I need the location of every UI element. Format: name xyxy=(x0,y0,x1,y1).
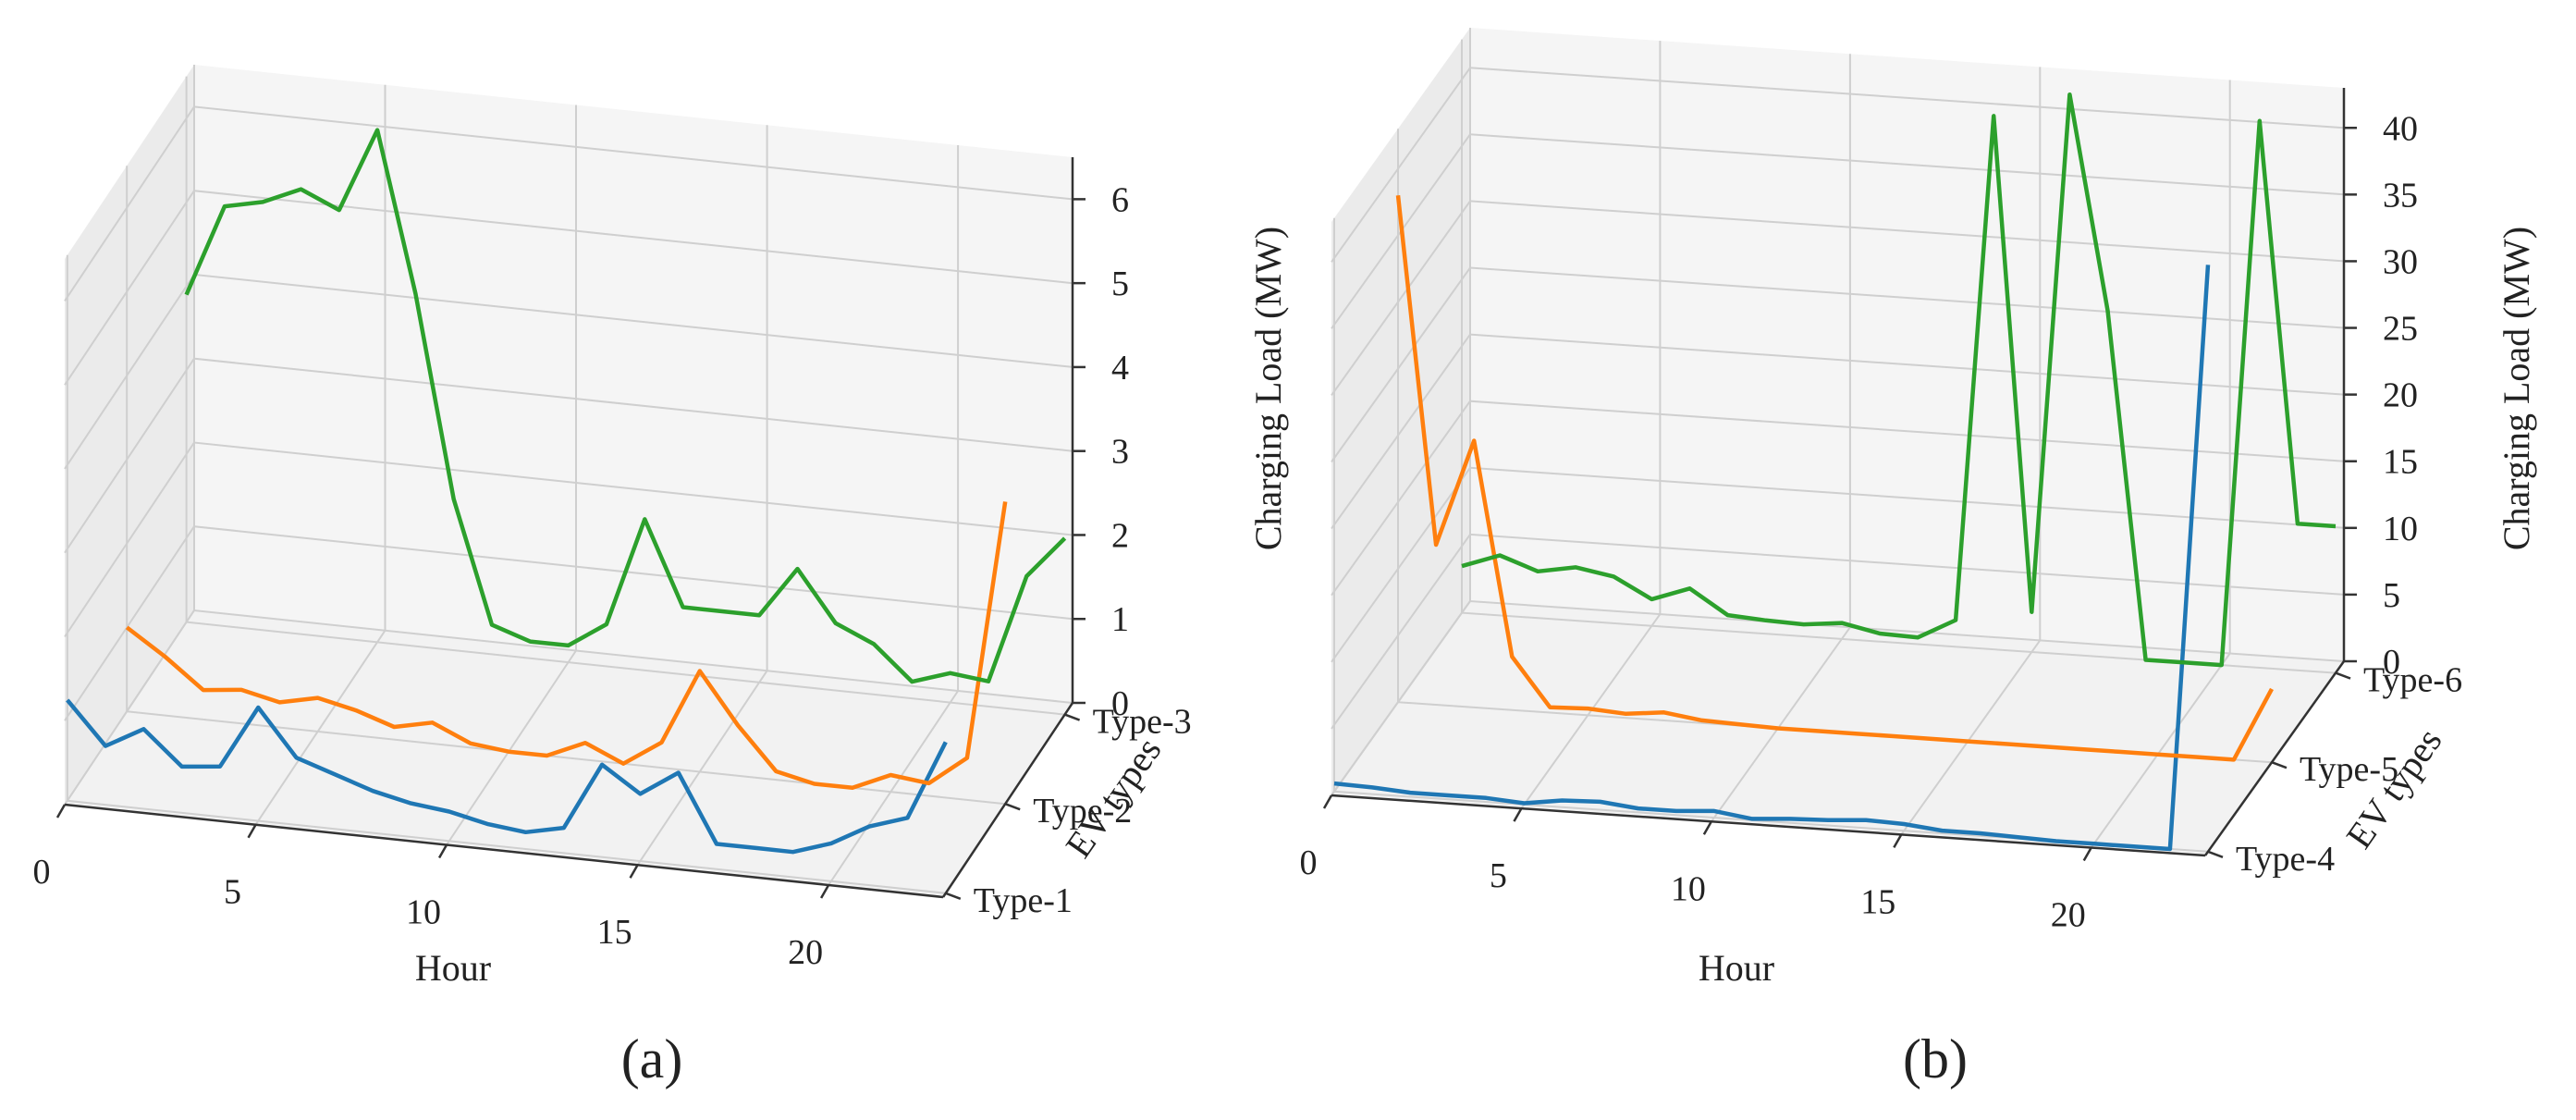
x-tick-label: 5 xyxy=(224,873,241,912)
y-tick xyxy=(2335,671,2351,680)
panel-label: (a) xyxy=(621,1028,683,1089)
x-tick xyxy=(1322,794,1333,809)
series-line-type-1 xyxy=(66,698,948,855)
grid-line-z xyxy=(64,105,1073,302)
y-tick-label: Type-6 xyxy=(2363,661,2462,700)
x-tick-label: 15 xyxy=(597,913,632,952)
panes xyxy=(1331,28,2344,855)
z-tick-label: 4 xyxy=(1111,349,1129,388)
z-tick-label: 25 xyxy=(2383,310,2418,349)
x-tick xyxy=(247,824,257,839)
y-tick xyxy=(2207,850,2224,858)
grid-line-y xyxy=(126,166,1006,806)
grid-line-y xyxy=(66,254,946,894)
floor-pane xyxy=(1331,601,2344,855)
series-line-type-5 xyxy=(1395,195,2274,762)
z-tick-label: 35 xyxy=(2383,176,2418,215)
grid-line-z xyxy=(64,609,1073,806)
y-tick xyxy=(945,892,962,900)
grid-line-y xyxy=(185,76,1065,716)
x-tick xyxy=(1513,807,1523,822)
x-tick xyxy=(55,804,67,818)
left-pane xyxy=(65,65,194,805)
grid-line-z xyxy=(1331,400,2345,597)
grid-line-z xyxy=(1331,333,2345,530)
series-line-type-4 xyxy=(1333,265,2211,852)
grid-line-z xyxy=(1331,533,2345,730)
z-axis-title: Charging Load (MW) xyxy=(1247,227,1289,550)
x-axis-title: Hour xyxy=(415,947,491,989)
x-axis-line xyxy=(1331,794,2206,857)
z-tick-label: 5 xyxy=(2383,576,2400,615)
z-tick-label: 0 xyxy=(2383,643,2400,682)
z-tick-label: 30 xyxy=(2383,242,2418,281)
grid-line-y xyxy=(1333,217,2209,853)
series-line-type-6 xyxy=(1461,92,2337,668)
y-tick-label: Type-4 xyxy=(2236,840,2335,879)
z-tick-label: 6 xyxy=(1111,180,1129,219)
panel-b: 0 5 10 15 20 0 5 10 15 20 25 30 35 40 Type-4 Type-5 Type… xyxy=(1300,28,2537,1089)
x-tick-label: 10 xyxy=(1671,869,1706,908)
z-tick-label: 2 xyxy=(1111,516,1129,555)
floor-pane xyxy=(65,610,1073,897)
x-tick xyxy=(1702,820,1712,835)
z-tick-label: 40 xyxy=(2383,109,2418,148)
z-axis-title: Charging Load (MW) xyxy=(2496,227,2537,550)
z-tick-label: 5 xyxy=(1111,265,1129,303)
x-tick-label: 0 xyxy=(33,853,51,892)
x-tick xyxy=(437,843,448,859)
grid-line-z xyxy=(1331,466,2345,663)
grid-line-z xyxy=(64,357,1073,554)
grid-line-z xyxy=(1331,599,2345,796)
z-tick-label: 3 xyxy=(1111,433,1129,472)
left-pane xyxy=(1331,28,1470,795)
grid-line-z xyxy=(1331,200,2345,396)
axes xyxy=(64,157,1074,899)
x-tick-label: 10 xyxy=(406,892,441,931)
back-pane xyxy=(1470,28,2344,661)
back-pane xyxy=(194,65,1073,703)
series-line-type-2 xyxy=(125,501,1008,791)
grid-line-z xyxy=(1331,133,2345,329)
x-axis-line xyxy=(64,803,944,899)
y-axis-line xyxy=(941,702,1074,898)
x-tick xyxy=(1893,833,1903,849)
y-axis-line xyxy=(2203,660,2346,856)
z-tick-label: 20 xyxy=(2383,376,2418,415)
x-tick-label: 20 xyxy=(2051,896,2086,935)
x-tick-label: 20 xyxy=(788,933,823,972)
x-axis-title: Hour xyxy=(1699,947,1774,989)
grid-line-z xyxy=(64,190,1073,386)
x-tick-label: 5 xyxy=(1490,856,1507,895)
y-tick-label: Type-2 xyxy=(1033,792,1132,831)
series-line-type-3 xyxy=(184,128,1067,684)
panel-a: 051015200123456Type-1Type-2Type-3HourEV … xyxy=(33,65,1289,1089)
x-tick xyxy=(629,864,639,879)
panel-label: (b) xyxy=(1903,1028,1968,1089)
grid-line-z xyxy=(64,441,1073,638)
x-tick xyxy=(2082,846,2092,862)
z-tick-label: 15 xyxy=(2383,443,2418,482)
z-tick-label: 1 xyxy=(1111,600,1129,639)
grid-line-y xyxy=(1461,39,2337,674)
z-tick-label: 10 xyxy=(2383,510,2418,548)
z-tick-label: 0 xyxy=(1111,684,1129,723)
panes xyxy=(65,65,1073,897)
x-tick-label: 0 xyxy=(1300,843,1318,882)
x-tick-label: 15 xyxy=(1860,882,1895,921)
y-tick-label: Type-1 xyxy=(974,881,1073,920)
x-tick xyxy=(820,884,830,899)
y-tick-label: Type-5 xyxy=(2300,750,2398,789)
grid-line-z xyxy=(1331,67,2345,263)
y-tick xyxy=(2271,761,2288,769)
y-tick xyxy=(1064,713,1081,721)
y-tick-label: Type-3 xyxy=(1093,703,1192,742)
y-tick xyxy=(1004,803,1021,811)
axes xyxy=(1331,88,2346,857)
